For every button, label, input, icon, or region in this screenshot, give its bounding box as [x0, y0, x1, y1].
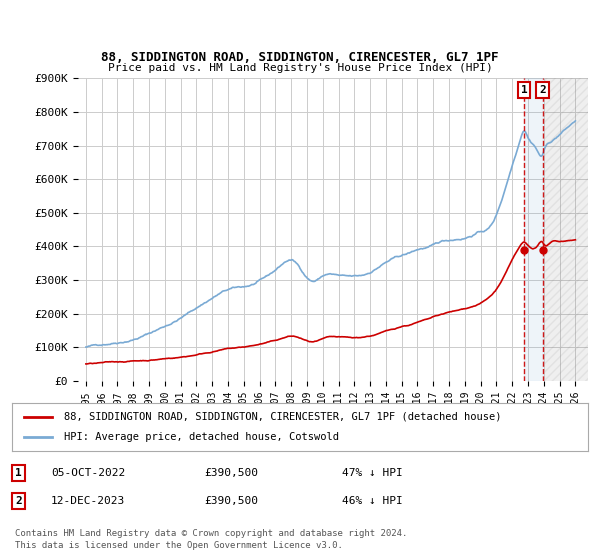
Text: 88, SIDDINGTON ROAD, SIDDINGTON, CIRENCESTER, GL7 1PF: 88, SIDDINGTON ROAD, SIDDINGTON, CIRENCE…: [101, 52, 499, 64]
Text: 2: 2: [539, 85, 546, 95]
Text: £390,500: £390,500: [204, 468, 258, 478]
Text: £390,500: £390,500: [204, 496, 258, 506]
Text: Contains HM Land Registry data © Crown copyright and database right 2024.: Contains HM Land Registry data © Crown c…: [15, 530, 407, 539]
Text: 88, SIDDINGTON ROAD, SIDDINGTON, CIRENCESTER, GL7 1PF (detached house): 88, SIDDINGTON ROAD, SIDDINGTON, CIRENCE…: [64, 412, 502, 422]
Text: 46% ↓ HPI: 46% ↓ HPI: [342, 496, 403, 506]
Bar: [545, 78, 588, 381]
Text: This data is licensed under the Open Government Licence v3.0.: This data is licensed under the Open Gov…: [15, 541, 343, 550]
Bar: [524, 78, 542, 381]
Text: 47% ↓ HPI: 47% ↓ HPI: [342, 468, 403, 478]
Text: Price paid vs. HM Land Registry's House Price Index (HPI): Price paid vs. HM Land Registry's House …: [107, 63, 493, 73]
Text: HPI: Average price, detached house, Cotswold: HPI: Average price, detached house, Cots…: [64, 432, 339, 442]
Text: 2: 2: [15, 496, 22, 506]
Text: 05-OCT-2022: 05-OCT-2022: [51, 468, 125, 478]
Text: 12-DEC-2023: 12-DEC-2023: [51, 496, 125, 506]
Text: 1: 1: [521, 85, 527, 95]
Text: 1: 1: [15, 468, 22, 478]
